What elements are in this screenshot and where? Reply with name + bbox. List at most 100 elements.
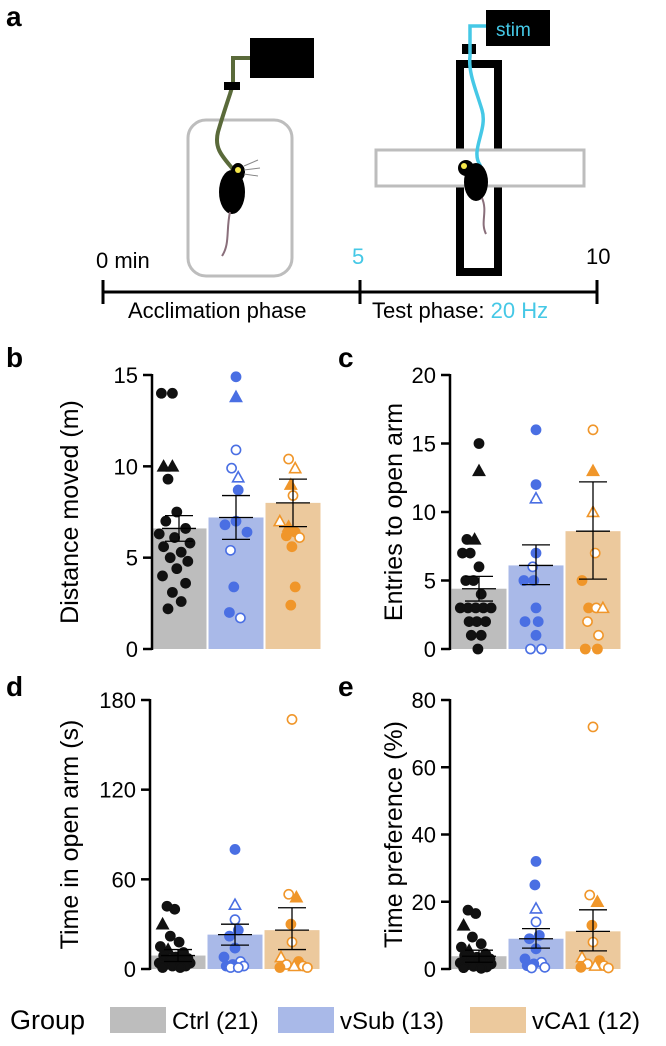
data-point-vca1 <box>285 918 297 930</box>
data-point-ctrl <box>475 962 487 974</box>
data-point-ctrl <box>464 547 476 559</box>
data-point-vca1 <box>294 532 305 543</box>
data-point-vsub <box>528 575 540 586</box>
legend-label-ctrl: Ctrl (21) <box>172 1008 259 1035</box>
data-point-vca1 <box>285 599 297 611</box>
y-tick-label: 15 <box>412 432 436 457</box>
data-point-vsub <box>529 879 541 891</box>
data-point-vca1 <box>288 460 303 474</box>
data-point-ctrl <box>162 473 174 485</box>
chart-time-open-arm: 0 60 120 180 Time in open arm (s) <box>56 688 320 982</box>
data-point-ctrl <box>470 908 482 919</box>
data-point-vsub <box>530 602 542 614</box>
panel-letter-d: d <box>6 671 23 702</box>
data-point-vca1 <box>272 513 287 527</box>
data-point-ctrl <box>465 629 477 641</box>
data-point-vsub <box>218 951 230 963</box>
data-point-vca1 <box>588 958 603 971</box>
data-point-ctrl <box>157 962 168 973</box>
data-point-vsub <box>529 901 543 914</box>
data-point-ctrl <box>175 596 187 607</box>
data-point-ctrl <box>162 603 174 615</box>
legend-swatch-vsub <box>278 1007 334 1033</box>
data-point-vsub <box>525 643 536 655</box>
data-point-ctrl <box>164 552 176 564</box>
data-point-vsub <box>241 526 253 538</box>
data-point-vca1 <box>586 919 598 931</box>
data-point-vsub <box>229 914 241 926</box>
data-point-vsub <box>536 643 547 655</box>
data-point-ctrl <box>467 532 482 545</box>
data-point-ctrl <box>156 459 171 472</box>
stimulator-box-right <box>486 10 550 46</box>
data-point-vsub <box>223 607 235 618</box>
test-phase-frequency: 20 Hz <box>491 298 548 323</box>
y-tick-label: 15 <box>114 363 138 388</box>
data-point-ctrl <box>171 563 183 575</box>
data-point-vca1 <box>283 453 294 465</box>
y-tick-label: 60 <box>112 867 136 892</box>
data-point-vca1 <box>603 962 614 974</box>
legend-swatch-ctrl <box>110 1007 166 1033</box>
data-point-ctrl <box>173 936 185 948</box>
data-point-vsub <box>530 424 542 436</box>
panel-letter-c: c <box>338 342 354 373</box>
mouse-left-icon <box>219 159 261 257</box>
data-point-vsub <box>219 519 231 531</box>
data-point-vca1 <box>274 949 288 963</box>
data-point-ctrl <box>160 515 172 527</box>
data-point-vsub <box>519 616 531 627</box>
data-point-ctrl <box>175 546 187 558</box>
y-tick-label: 5 <box>424 569 436 594</box>
data-point-vca1 <box>576 575 588 586</box>
data-point-ctrl <box>475 938 487 950</box>
data-point-ctrl <box>174 962 186 973</box>
data-point-ctrl <box>171 506 183 518</box>
data-point-ctrl <box>155 387 167 399</box>
commutator-left <box>224 82 240 90</box>
data-point-vsub <box>228 581 240 593</box>
legend-title: Group <box>10 1005 85 1035</box>
data-point-vsub <box>230 371 242 383</box>
data-point-vca1 <box>575 961 587 973</box>
data-point-vsub <box>532 616 544 627</box>
y-tick-label: 0 <box>124 957 136 982</box>
data-point-ctrl <box>158 541 169 553</box>
data-point-ctrl <box>164 930 176 942</box>
data-point-ctrl <box>169 903 181 915</box>
timeline-end-label: 10 <box>586 244 610 269</box>
data-point-vca1 <box>301 962 313 973</box>
panel-letter-a: a <box>6 1 22 32</box>
timeline-mid-label: 5 <box>352 244 364 269</box>
data-point-vsub <box>226 462 237 474</box>
legend-swatch-vca1 <box>470 1007 526 1033</box>
panel-a: a stim <box>6 1 610 323</box>
data-point-ctrl <box>472 643 484 655</box>
data-point-vca1 <box>283 477 298 490</box>
data-point-vca1 <box>287 958 302 972</box>
panel-letter-e: e <box>338 671 354 702</box>
acclimation-phase-label: Acclimation phase <box>128 298 307 323</box>
y-axis-label: Distance moved (m) <box>56 400 84 624</box>
data-point-vca1 <box>289 581 301 593</box>
data-point-vca1 <box>283 888 295 900</box>
tether-cable-left <box>215 56 250 179</box>
data-point-vca1 <box>593 629 604 641</box>
data-point-vsub <box>224 930 235 942</box>
data-point-vca1 <box>590 894 605 908</box>
data-point-vsub <box>228 897 242 911</box>
y-tick-label: 80 <box>412 688 436 713</box>
y-tick-label: 40 <box>412 823 436 848</box>
data-point-vsub <box>231 470 246 483</box>
data-point-vca1 <box>587 721 599 733</box>
plus-maze-illustration: stim <box>374 10 586 276</box>
data-point-ctrl <box>472 463 486 477</box>
legend-label-vca1: vCA1 (12) <box>532 1008 640 1035</box>
data-point-vca1 <box>582 616 593 627</box>
data-point-vca1 <box>586 463 600 477</box>
y-tick-label: 60 <box>412 755 436 780</box>
data-point-ctrl <box>471 616 483 627</box>
data-point-vsub <box>530 479 542 490</box>
